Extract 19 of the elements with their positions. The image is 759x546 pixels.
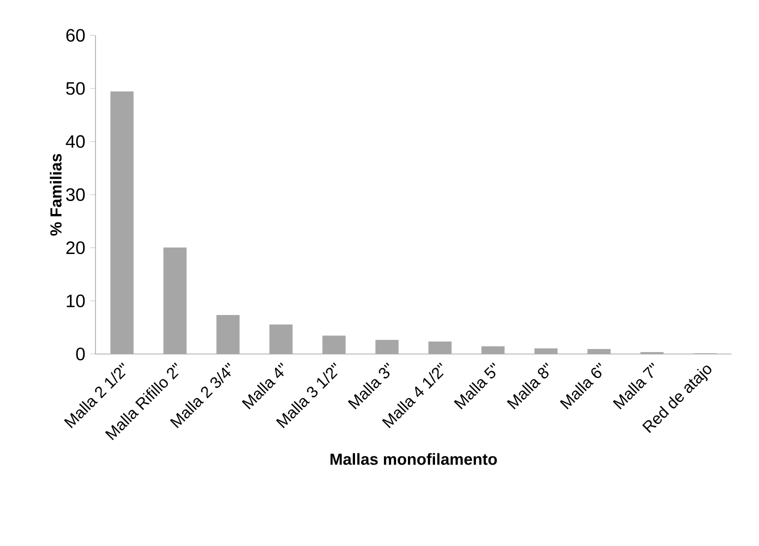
y-tick-label: 10 bbox=[66, 294, 85, 308]
bar bbox=[322, 336, 346, 354]
bar bbox=[375, 340, 399, 354]
y-tick-label: 0 bbox=[76, 348, 85, 360]
bar bbox=[428, 342, 452, 354]
y-tick-label: 60 bbox=[66, 28, 85, 42]
bar bbox=[534, 348, 558, 354]
bar bbox=[110, 91, 134, 354]
bar bbox=[481, 346, 505, 354]
bar bbox=[216, 314, 240, 354]
y-tick-label: 20 bbox=[66, 241, 85, 254]
bar bbox=[269, 324, 293, 354]
bar bbox=[163, 248, 187, 354]
y-tick-label: 30 bbox=[66, 188, 85, 202]
bar bbox=[587, 348, 611, 354]
y-axis-title: % Familias bbox=[50, 154, 62, 236]
y-tick-label: 40 bbox=[66, 135, 85, 148]
y-tick-label: 50 bbox=[66, 82, 85, 95]
x-axis-title: Mallas monofilamento bbox=[330, 453, 497, 465]
